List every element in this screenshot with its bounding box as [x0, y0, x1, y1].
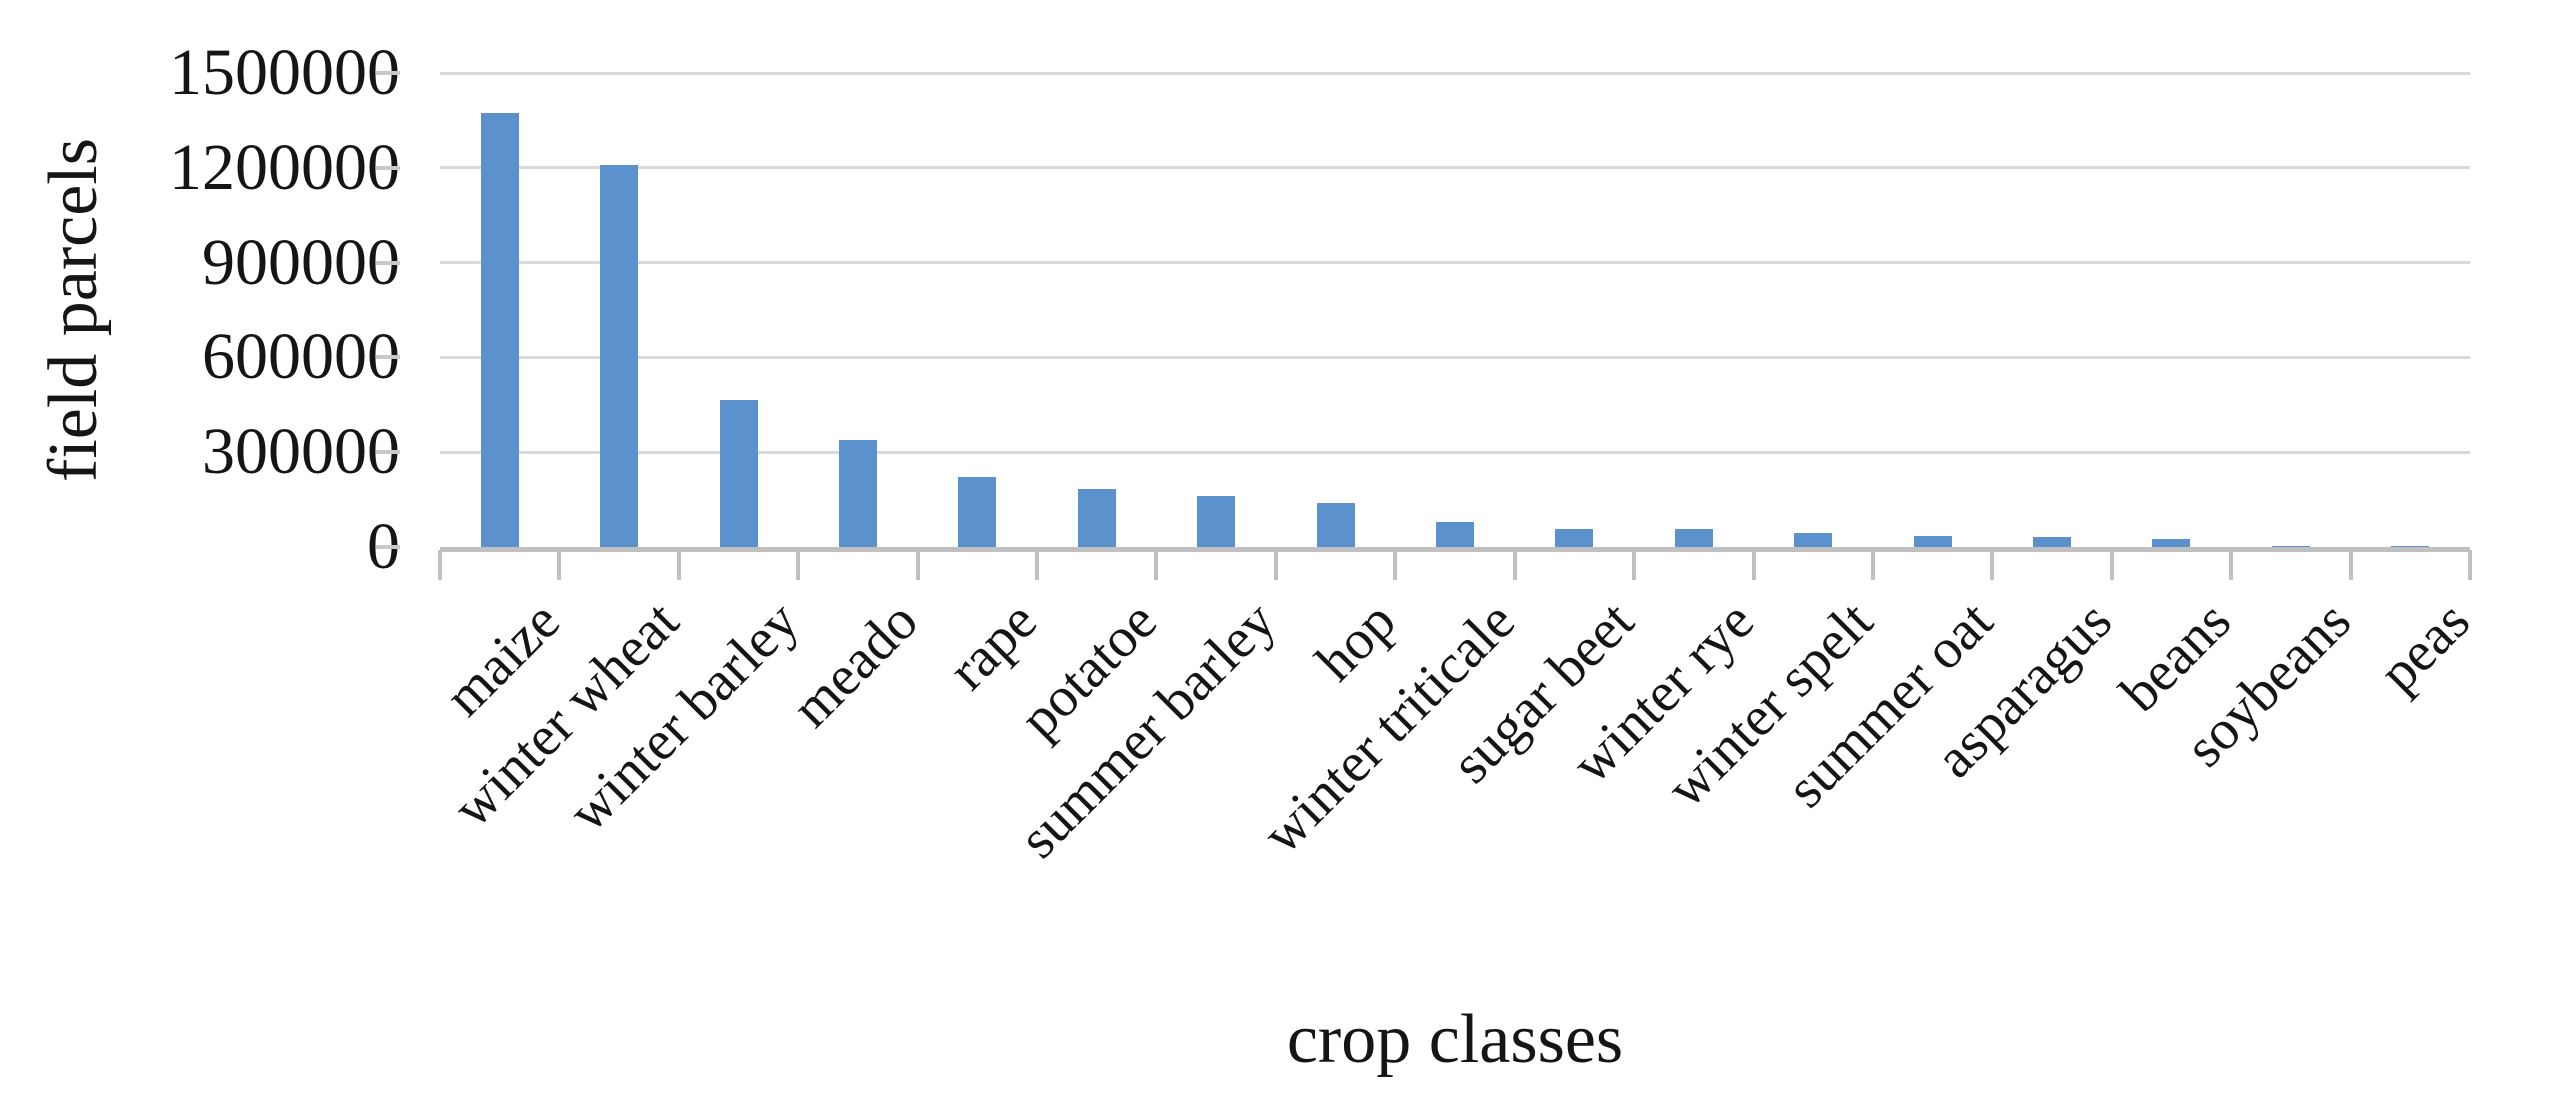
- x-tick-mark: [1035, 550, 1040, 580]
- x-tick-mark: [1154, 550, 1159, 580]
- y-tick-mark: [376, 165, 400, 170]
- x-tick-mark: [2348, 550, 2353, 580]
- y-tick-label: 600000: [202, 320, 400, 394]
- y-tick-label: 900000: [202, 225, 400, 299]
- bar-winter-barley: [719, 400, 758, 547]
- bar-peas: [2391, 546, 2430, 547]
- bar-winter-rye: [1674, 529, 1713, 547]
- bar-summer-oat: [1913, 536, 1952, 547]
- bar-winter-wheat: [600, 164, 639, 547]
- x-tick-mark: [676, 550, 681, 580]
- bar-potatoe: [1077, 488, 1116, 547]
- bar-winter-triticale: [1436, 521, 1474, 547]
- x-axis-title: crop classes: [1286, 1001, 1624, 1078]
- gridline-900000: [440, 261, 2470, 265]
- x-tick-label-meado: meado: [780, 589, 930, 740]
- y-tick-label: 0: [367, 510, 400, 583]
- y-tick-mark: [376, 355, 400, 360]
- bar-asparagus: [2033, 536, 2072, 547]
- x-tick-label-hop: hop: [1304, 589, 1408, 694]
- bar-hop: [1316, 502, 1355, 547]
- x-tick-mark: [1751, 550, 1756, 580]
- y-tick-mark: [376, 260, 400, 265]
- y-tick-label: 1200000: [169, 130, 400, 204]
- x-tick-mark: [1990, 550, 1995, 580]
- y-tick-mark: [376, 71, 400, 75]
- x-tick-mark: [2229, 550, 2234, 580]
- x-tick-mark: [1273, 550, 1278, 580]
- gridline-1500000: [440, 71, 2470, 75]
- x-tick-mark: [438, 550, 442, 580]
- x-tick-mark: [2468, 550, 2472, 580]
- x-tick-mark: [796, 550, 801, 580]
- gridline-300000: [440, 450, 2470, 454]
- bar-beans: [2152, 539, 2191, 547]
- y-tick-label: 300000: [202, 415, 400, 489]
- x-tick-mark: [915, 550, 920, 580]
- x-tick-mark: [1393, 550, 1398, 580]
- y-tick-label: 1500000: [169, 36, 400, 109]
- x-tick-label-peas: peas: [2367, 589, 2483, 705]
- gridline-600000: [440, 355, 2470, 359]
- bar-winter-spelt: [1794, 532, 1833, 547]
- bar-rape: [958, 477, 997, 547]
- x-tick-mark: [2109, 550, 2114, 580]
- y-tick-mark: [376, 545, 400, 549]
- plot-area: [440, 71, 2470, 552]
- x-tick-mark: [557, 550, 562, 580]
- y-tick-mark: [376, 450, 400, 455]
- bar-summer-barley: [1197, 495, 1236, 547]
- x-tick-mark: [1512, 550, 1517, 580]
- bar-sugar-beet: [1555, 528, 1594, 547]
- bar-maize: [480, 112, 519, 547]
- bar-meado: [838, 439, 877, 547]
- gridline-1200000: [440, 166, 2470, 170]
- x-tick-mark: [1632, 550, 1637, 580]
- x-tick-mark: [1870, 550, 1875, 580]
- bar-soybeans: [2271, 546, 2310, 547]
